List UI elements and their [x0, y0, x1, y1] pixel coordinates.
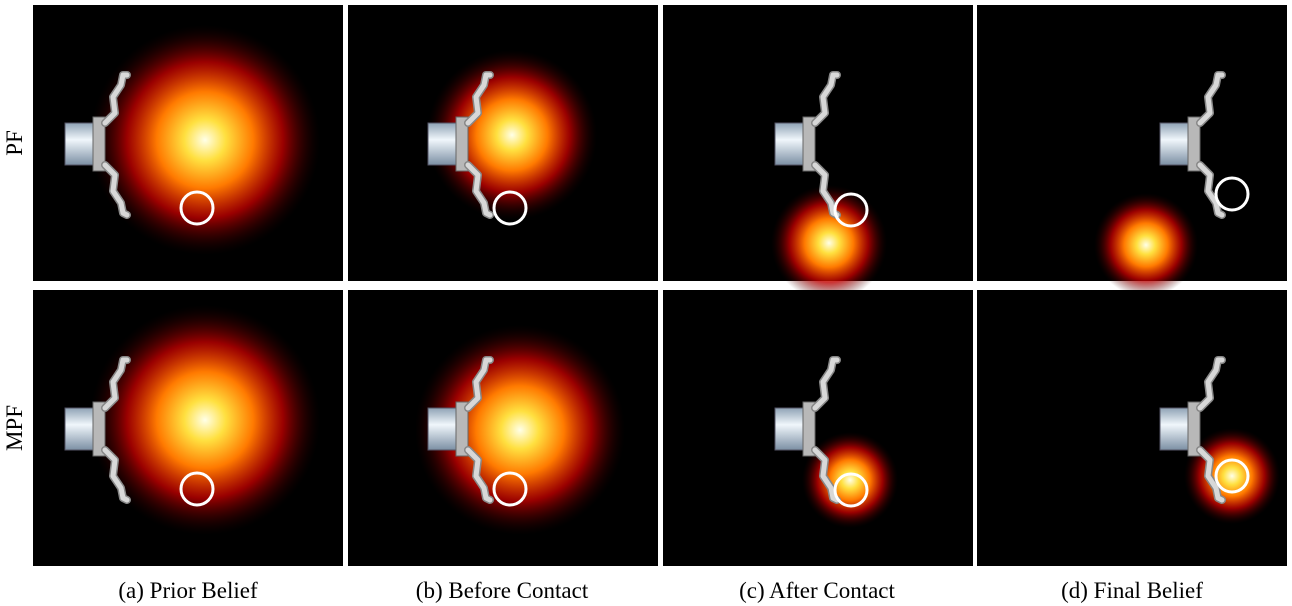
gripper-base: [65, 408, 93, 450]
caption: (d) Final Belief: [1061, 578, 1203, 603]
panel: [348, 5, 658, 281]
panel-background: [663, 290, 973, 566]
figure: PF MPF (a) Prior Belief (b) Before Conta…: [0, 0, 1292, 606]
panel: [663, 290, 973, 566]
panel: [977, 5, 1287, 297]
panel-background: [977, 290, 1287, 566]
caption: (b) Before Contact: [416, 578, 589, 603]
gripper-base: [428, 123, 456, 165]
row-label: PF: [2, 130, 27, 156]
gripper-base: [1160, 408, 1188, 450]
gripper-base: [775, 408, 803, 450]
gripper-base: [1160, 123, 1188, 165]
gripper-base: [65, 123, 93, 165]
row-label: MPF: [2, 405, 27, 451]
panel: [977, 290, 1287, 566]
panel: [33, 290, 343, 566]
panel: [663, 5, 973, 301]
caption: (c) After Contact: [739, 578, 895, 603]
gripper-base: [428, 408, 456, 450]
caption: (a) Prior Belief: [118, 578, 258, 603]
belief-heatmap: [1094, 193, 1198, 297]
panel: [348, 290, 658, 566]
gripper-base: [775, 123, 803, 165]
panel: [33, 5, 343, 281]
